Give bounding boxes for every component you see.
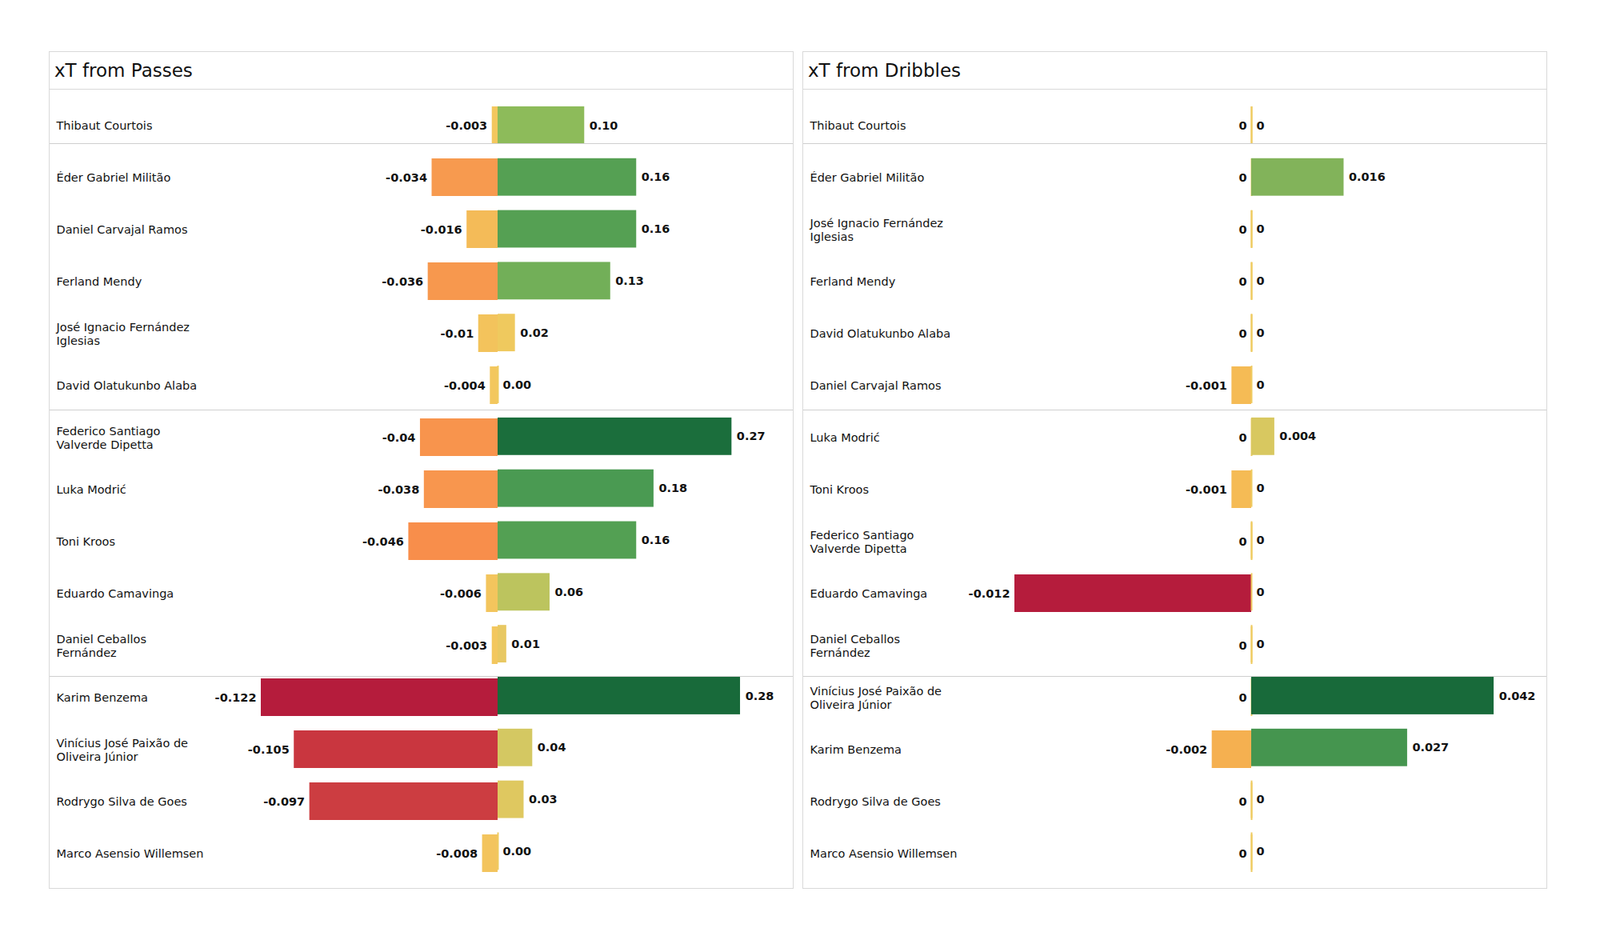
svg-text:-0.006: -0.006 — [440, 587, 482, 600]
svg-text:0: 0 — [1256, 585, 1264, 599]
svg-text:-0.012: -0.012 — [968, 587, 1011, 600]
svg-text:-0.046: -0.046 — [362, 535, 404, 548]
svg-text:Federico SantiagoValverde Dipe: Federico SantiagoValverde Dipetta — [56, 424, 161, 452]
svg-text:0: 0 — [1256, 533, 1264, 547]
svg-text:0: 0 — [1238, 327, 1247, 340]
svg-text:0.16: 0.16 — [641, 170, 671, 184]
svg-text:Éder Gabriel Militão: Éder Gabriel Militão — [810, 171, 925, 184]
svg-text:0: 0 — [1238, 691, 1247, 704]
svg-text:-0.036: -0.036 — [381, 275, 424, 288]
svg-text:-0.001: -0.001 — [1185, 483, 1228, 496]
svg-text:0: 0 — [1238, 847, 1247, 860]
svg-text:0: 0 — [1256, 792, 1264, 806]
svg-text:0: 0 — [1238, 275, 1247, 288]
svg-text:David Olatukunbo Alaba: David Olatukunbo Alaba — [56, 379, 198, 392]
svg-text:Toni Kroos: Toni Kroos — [809, 483, 870, 496]
svg-text:Daniel Carvajal Ramos: Daniel Carvajal Ramos — [56, 223, 188, 236]
svg-text:Daniel CeballosFernández: Daniel CeballosFernández — [810, 632, 900, 660]
svg-text:Toni Kroos: Toni Kroos — [56, 535, 116, 548]
svg-text:Rodrygo Silva de Goes: Rodrygo Silva de Goes — [56, 795, 188, 808]
html-text:xT from Passes: xT from Passes — [54, 60, 193, 81]
svg-text:Eduardo Camavinga: Eduardo Camavinga — [810, 587, 928, 600]
svg-text:-0.003: -0.003 — [445, 119, 488, 132]
svg-text:Karim Benzema: Karim Benzema — [56, 691, 148, 704]
svg-text:-0.105: -0.105 — [248, 743, 290, 756]
html-text:xT from Dribbles: xT from Dribbles — [808, 60, 961, 81]
svg-text:0.042: 0.042 — [1499, 689, 1536, 703]
svg-text:Federico SantiagoValverde Dipe: Federico SantiagoValverde Dipetta — [810, 528, 915, 556]
svg-text:Vinícius José Paixão deOliveir: Vinícius José Paixão deOliveira Júnior — [56, 736, 189, 764]
svg-text:0.00: 0.00 — [502, 844, 532, 858]
svg-text:0.13: 0.13 — [615, 274, 644, 288]
svg-text:0: 0 — [1238, 171, 1247, 184]
svg-text:Luka Modrić: Luka Modrić — [810, 431, 880, 444]
svg-text:-0.008: -0.008 — [436, 847, 478, 860]
svg-text:0: 0 — [1256, 222, 1264, 236]
svg-text:José Ignacio FernándezIglesias: José Ignacio FernándezIglesias — [809, 216, 944, 244]
svg-text:Thibaut Courtois: Thibaut Courtois — [56, 119, 153, 132]
svg-text:Eduardo Camavinga: Eduardo Camavinga — [56, 587, 175, 600]
svg-text:-0.001: -0.001 — [1185, 379, 1228, 392]
svg-text:0.16: 0.16 — [641, 533, 671, 547]
svg-text:Ferland Mendy: Ferland Mendy — [56, 275, 143, 288]
svg-text:0.027: 0.027 — [1412, 740, 1449, 754]
svg-text:0.004: 0.004 — [1279, 429, 1316, 443]
svg-text:-0.01: -0.01 — [440, 327, 474, 340]
svg-text:0: 0 — [1238, 795, 1247, 808]
svg-text:David Olatukunbo Alaba: David Olatukunbo Alaba — [810, 327, 952, 340]
svg-text:0: 0 — [1238, 119, 1247, 132]
svg-text:0: 0 — [1256, 274, 1264, 288]
svg-text:-0.016: -0.016 — [420, 223, 463, 236]
svg-text:0.06: 0.06 — [554, 585, 584, 599]
svg-text:-0.038: -0.038 — [377, 483, 420, 496]
svg-text:Marco Asensio Willemsen: Marco Asensio Willemsen — [56, 847, 204, 860]
svg-text:0.27: 0.27 — [736, 429, 766, 443]
svg-text:Marco Asensio Willemsen: Marco Asensio Willemsen — [810, 847, 958, 860]
svg-text:Éder Gabriel Militão: Éder Gabriel Militão — [56, 171, 172, 184]
svg-text:0: 0 — [1256, 378, 1264, 392]
svg-text:0.016: 0.016 — [1348, 170, 1386, 184]
svg-text:0.16: 0.16 — [641, 222, 671, 236]
svg-text:0.02: 0.02 — [520, 326, 549, 340]
svg-text:0: 0 — [1256, 637, 1264, 651]
svg-text:-0.004: -0.004 — [444, 379, 486, 392]
svg-text:0: 0 — [1256, 326, 1264, 340]
svg-text:-0.002: -0.002 — [1165, 743, 1208, 756]
svg-text:-0.003: -0.003 — [445, 639, 488, 652]
svg-text:Ferland Mendy: Ferland Mendy — [810, 275, 896, 288]
svg-text:0.01: 0.01 — [511, 637, 540, 651]
svg-text:-0.122: -0.122 — [215, 691, 257, 704]
svg-text:Thibaut Courtois: Thibaut Courtois — [809, 119, 907, 132]
svg-text:-0.034: -0.034 — [385, 171, 428, 184]
svg-text:0: 0 — [1238, 639, 1247, 652]
svg-text:0.28: 0.28 — [745, 689, 775, 703]
svg-text:0: 0 — [1256, 481, 1264, 495]
svg-text:0: 0 — [1256, 844, 1264, 858]
svg-text:Daniel CeballosFernández: Daniel CeballosFernández — [56, 632, 147, 660]
svg-text:0.03: 0.03 — [528, 792, 558, 806]
svg-text:José Ignacio FernándezIglesias: José Ignacio FernándezIglesias — [56, 320, 190, 348]
svg-text:0.00: 0.00 — [502, 378, 532, 392]
svg-text:0: 0 — [1238, 535, 1247, 548]
svg-text:Rodrygo Silva de Goes: Rodrygo Silva de Goes — [810, 795, 941, 808]
svg-text:0.04: 0.04 — [537, 740, 567, 754]
svg-text:Karim Benzema: Karim Benzema — [810, 743, 902, 756]
svg-text:Vinícius José Paixão deOliveir: Vinícius José Paixão deOliveira Júnior — [810, 684, 943, 712]
svg-text:Daniel Carvajal Ramos: Daniel Carvajal Ramos — [810, 379, 942, 392]
svg-text:0.18: 0.18 — [658, 481, 688, 495]
svg-text:Luka Modrić: Luka Modrić — [56, 483, 127, 496]
svg-text:-0.097: -0.097 — [263, 795, 305, 808]
svg-text:0: 0 — [1238, 431, 1247, 444]
svg-text:-0.04: -0.04 — [382, 431, 416, 444]
svg-text:0.10: 0.10 — [589, 119, 619, 132]
svg-text:0: 0 — [1256, 119, 1264, 132]
svg-text:0: 0 — [1238, 223, 1247, 236]
